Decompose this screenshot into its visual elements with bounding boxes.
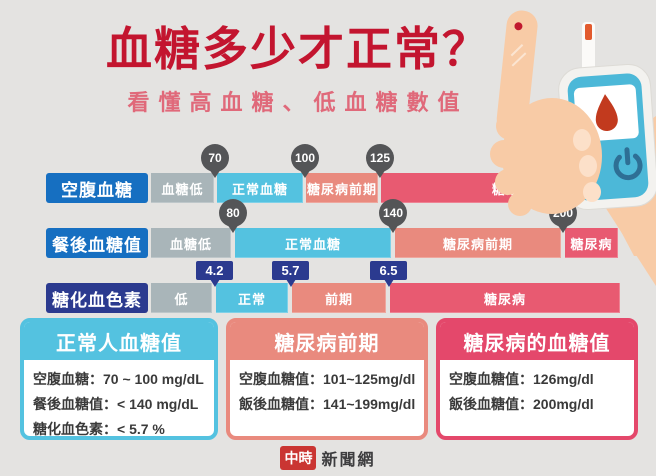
threshold-80: 80 [219, 199, 247, 227]
blood-prick-dot [514, 22, 523, 31]
fingernail [583, 182, 601, 202]
segment-diabetes: 糖尿病 [390, 283, 620, 313]
threshold-125: 125 [366, 144, 394, 172]
threshold-stem [374, 169, 386, 178]
threshold-6-5: 6.5 [370, 261, 407, 280]
page-title: 血糖多少才正常？ [106, 23, 490, 75]
card-line: 飯後血糖值：141~199mg/dl [239, 395, 416, 412]
segment-low: 血糖低 [151, 173, 214, 203]
segment-low: 血糖低 [151, 228, 231, 258]
card-body: 空腹血糖：70 ~ 100 mg/dL 餐後血糖值：< 140 mg/dL 糖化… [24, 360, 214, 437]
card-body: 空腹血糖值：101~125mg/dl 飯後血糖值：141~199mg/dl [230, 360, 424, 424]
card-line: 糖化血色素：< 5.7 % [33, 420, 165, 437]
hand-with-glucometer-illustration [490, 10, 656, 256]
blood-drop-icon [595, 94, 618, 132]
threshold-stem [286, 279, 296, 287]
segment-normal: 正常 [216, 283, 288, 313]
row-label-fasting: 空腹血糖 [46, 173, 148, 203]
threshold-140: 140 [379, 199, 407, 227]
card-prediabetes-values: 糖尿病前期 空腹血糖值：101~125mg/dl 飯後血糖值：141~199mg… [226, 318, 428, 440]
segment-prediabetes: 糖尿病前期 [395, 228, 561, 258]
power-icon-line [624, 147, 631, 166]
threshold-stem [384, 279, 394, 287]
segment-normal: 正常血糖 [235, 228, 391, 258]
threshold-70: 70 [201, 144, 229, 172]
page-subtitle: 看懂高血糖、低血糖數值 [127, 90, 469, 116]
threshold-stem [227, 224, 239, 233]
test-strip [582, 22, 595, 72]
threshold-stem [387, 224, 399, 233]
index-finger [496, 10, 538, 135]
card-line: 空腹血糖值：101~125mg/dl [239, 371, 416, 387]
threshold-stem [210, 279, 220, 287]
card-line: 空腹血糖：70 ~ 100 mg/dL [33, 371, 204, 387]
card-line: 空腹血糖值：126mg/dl [449, 371, 594, 387]
segment-prediabetes: 糖尿病前期 [306, 173, 378, 203]
threshold-stem [299, 169, 311, 178]
segment-normal: 正常血糖 [217, 173, 303, 203]
segment-prediabetes: 前期 [292, 283, 386, 313]
threshold-stem [557, 224, 569, 233]
scale-row-hba1c: 糖化血色素 低 正常 前期 糖尿病 4.2 5.7 6.5 [0, 253, 656, 315]
card-line: 餐後血糖值：< 140 mg/dL [33, 395, 199, 412]
card-body: 空腹血糖值：126mg/dl 飯後血糖值：200mg/dl [440, 360, 634, 424]
card-diabetes-values: 糖尿病的血糖值 空腹血糖值：126mg/dl 飯後血糖值：200mg/dl [436, 318, 638, 440]
chinatimes-logo-badge: 中時 [280, 446, 317, 470]
chinatimes-logo-text: 新聞網 [321, 452, 376, 469]
card-normal-values: 正常人血糖值 空腹血糖：70 ~ 100 mg/dL 餐後血糖值：< 140 m… [20, 318, 218, 440]
fingernail [573, 129, 591, 151]
card-title: 正常人血糖值 [24, 322, 214, 360]
row-label-hba1c: 糖化血色素 [46, 283, 148, 313]
segment-low: 低 [151, 283, 212, 313]
segment-diabetes: 糖尿病 [565, 228, 618, 258]
fingernail [579, 155, 597, 177]
threshold-100: 100 [291, 144, 319, 172]
threshold-4-2: 4.2 [196, 261, 233, 280]
threshold-stem [209, 169, 221, 178]
card-line: 飯後血糖值：200mg/dl [449, 395, 594, 412]
power-icon [613, 153, 643, 181]
card-title: 糖尿病前期 [230, 322, 424, 360]
title-block: 血糖多少才正常？ 看懂高血糖、低血糖數值 [8, 22, 588, 117]
card-title: 糖尿病的血糖值 [440, 322, 634, 360]
threshold-5-7: 5.7 [272, 261, 309, 280]
row-label-postmeal: 餐後血糖值 [46, 228, 148, 258]
footer: 中時 新聞網 [0, 446, 656, 470]
